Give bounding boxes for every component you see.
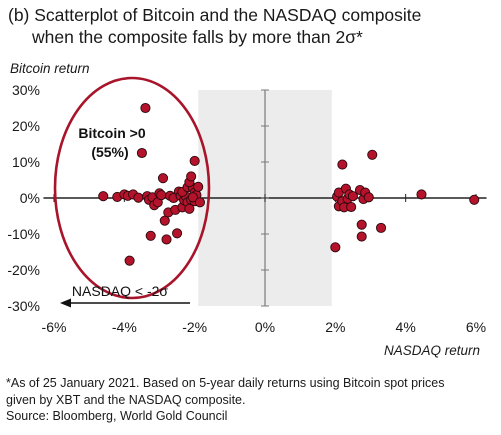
data-point: [330, 242, 341, 253]
footnote: *As of 25 January 2021. Based on 5-year …: [6, 375, 498, 425]
y-tick-label: -10%: [7, 226, 40, 242]
x-tick-label: -6%: [42, 319, 67, 335]
footnote-line-2: given by XBT and the NASDAQ composite.: [6, 392, 246, 407]
data-point: [133, 192, 144, 203]
y-tick-label: -30%: [7, 298, 40, 314]
data-point: [194, 197, 205, 208]
data-point: [124, 255, 135, 266]
scatter-chart: 30% 20% 10% 0% -10% -20% -30%-6% -4% -2% 0% 2% 4% 6%…: [7, 76, 487, 358]
y-tick-label: 30%: [12, 82, 40, 98]
data-point: [187, 192, 198, 203]
data-point: [186, 171, 197, 182]
highlight-ellipse: [53, 76, 211, 300]
x-tick-label: -2%: [182, 319, 207, 335]
data-point: [363, 192, 374, 203]
data-point: [337, 159, 348, 170]
data-point: [157, 173, 169, 184]
data-point: [469, 194, 480, 205]
data-point: [172, 228, 183, 239]
data-point: [356, 219, 367, 230]
data-point: [193, 181, 204, 192]
y-tick-label: 20%: [12, 118, 40, 134]
data-point: [145, 230, 156, 241]
source-note: Source: Bloomberg, World Gold Council: [6, 409, 228, 423]
x-tick-label: -4%: [112, 319, 137, 335]
data-point: [161, 234, 172, 245]
data-point: [356, 231, 367, 242]
x-tick-label: 0%: [255, 319, 275, 335]
title-line-1: (b) Scatterplot of Bitcoin and the NASDA…: [8, 5, 422, 25]
chart-title: (b) Scatterplot of Bitcoin and the NASDA…: [8, 4, 496, 48]
y-axis-title: Bitcoin return: [10, 61, 90, 76]
x-tick-label: 6%: [466, 319, 486, 335]
arrow-label: NASDAQ < -2σ: [72, 283, 169, 299]
data-point: [416, 189, 427, 200]
data-point: [189, 155, 200, 166]
data-point: [375, 222, 387, 233]
footnote-line-1: *As of 25 January 2021. Based on 5-year …: [6, 376, 445, 390]
data-point: [346, 201, 357, 213]
y-tick-label: 0%: [20, 190, 40, 206]
x-tick-label: 4%: [396, 319, 416, 335]
data-point: [156, 190, 167, 201]
title-line-2: when the composite falls by more than 2σ…: [32, 27, 363, 47]
x-axis-title: NASDAQ return: [384, 343, 480, 358]
data-point: [159, 215, 170, 226]
ellipse-label-line-1: Bitcoin >0: [78, 125, 146, 141]
ellipse-label-line-2: (55%): [91, 144, 128, 160]
data-point: [347, 191, 358, 202]
x-tick-label: 2%: [325, 319, 345, 335]
data-point: [98, 191, 109, 202]
arrow-head-icon: [60, 298, 71, 308]
data-point: [367, 149, 378, 160]
y-tick-label: 10%: [12, 154, 40, 170]
y-tick-label: -20%: [7, 262, 40, 278]
data-point: [140, 102, 151, 114]
data-point: [136, 147, 147, 159]
